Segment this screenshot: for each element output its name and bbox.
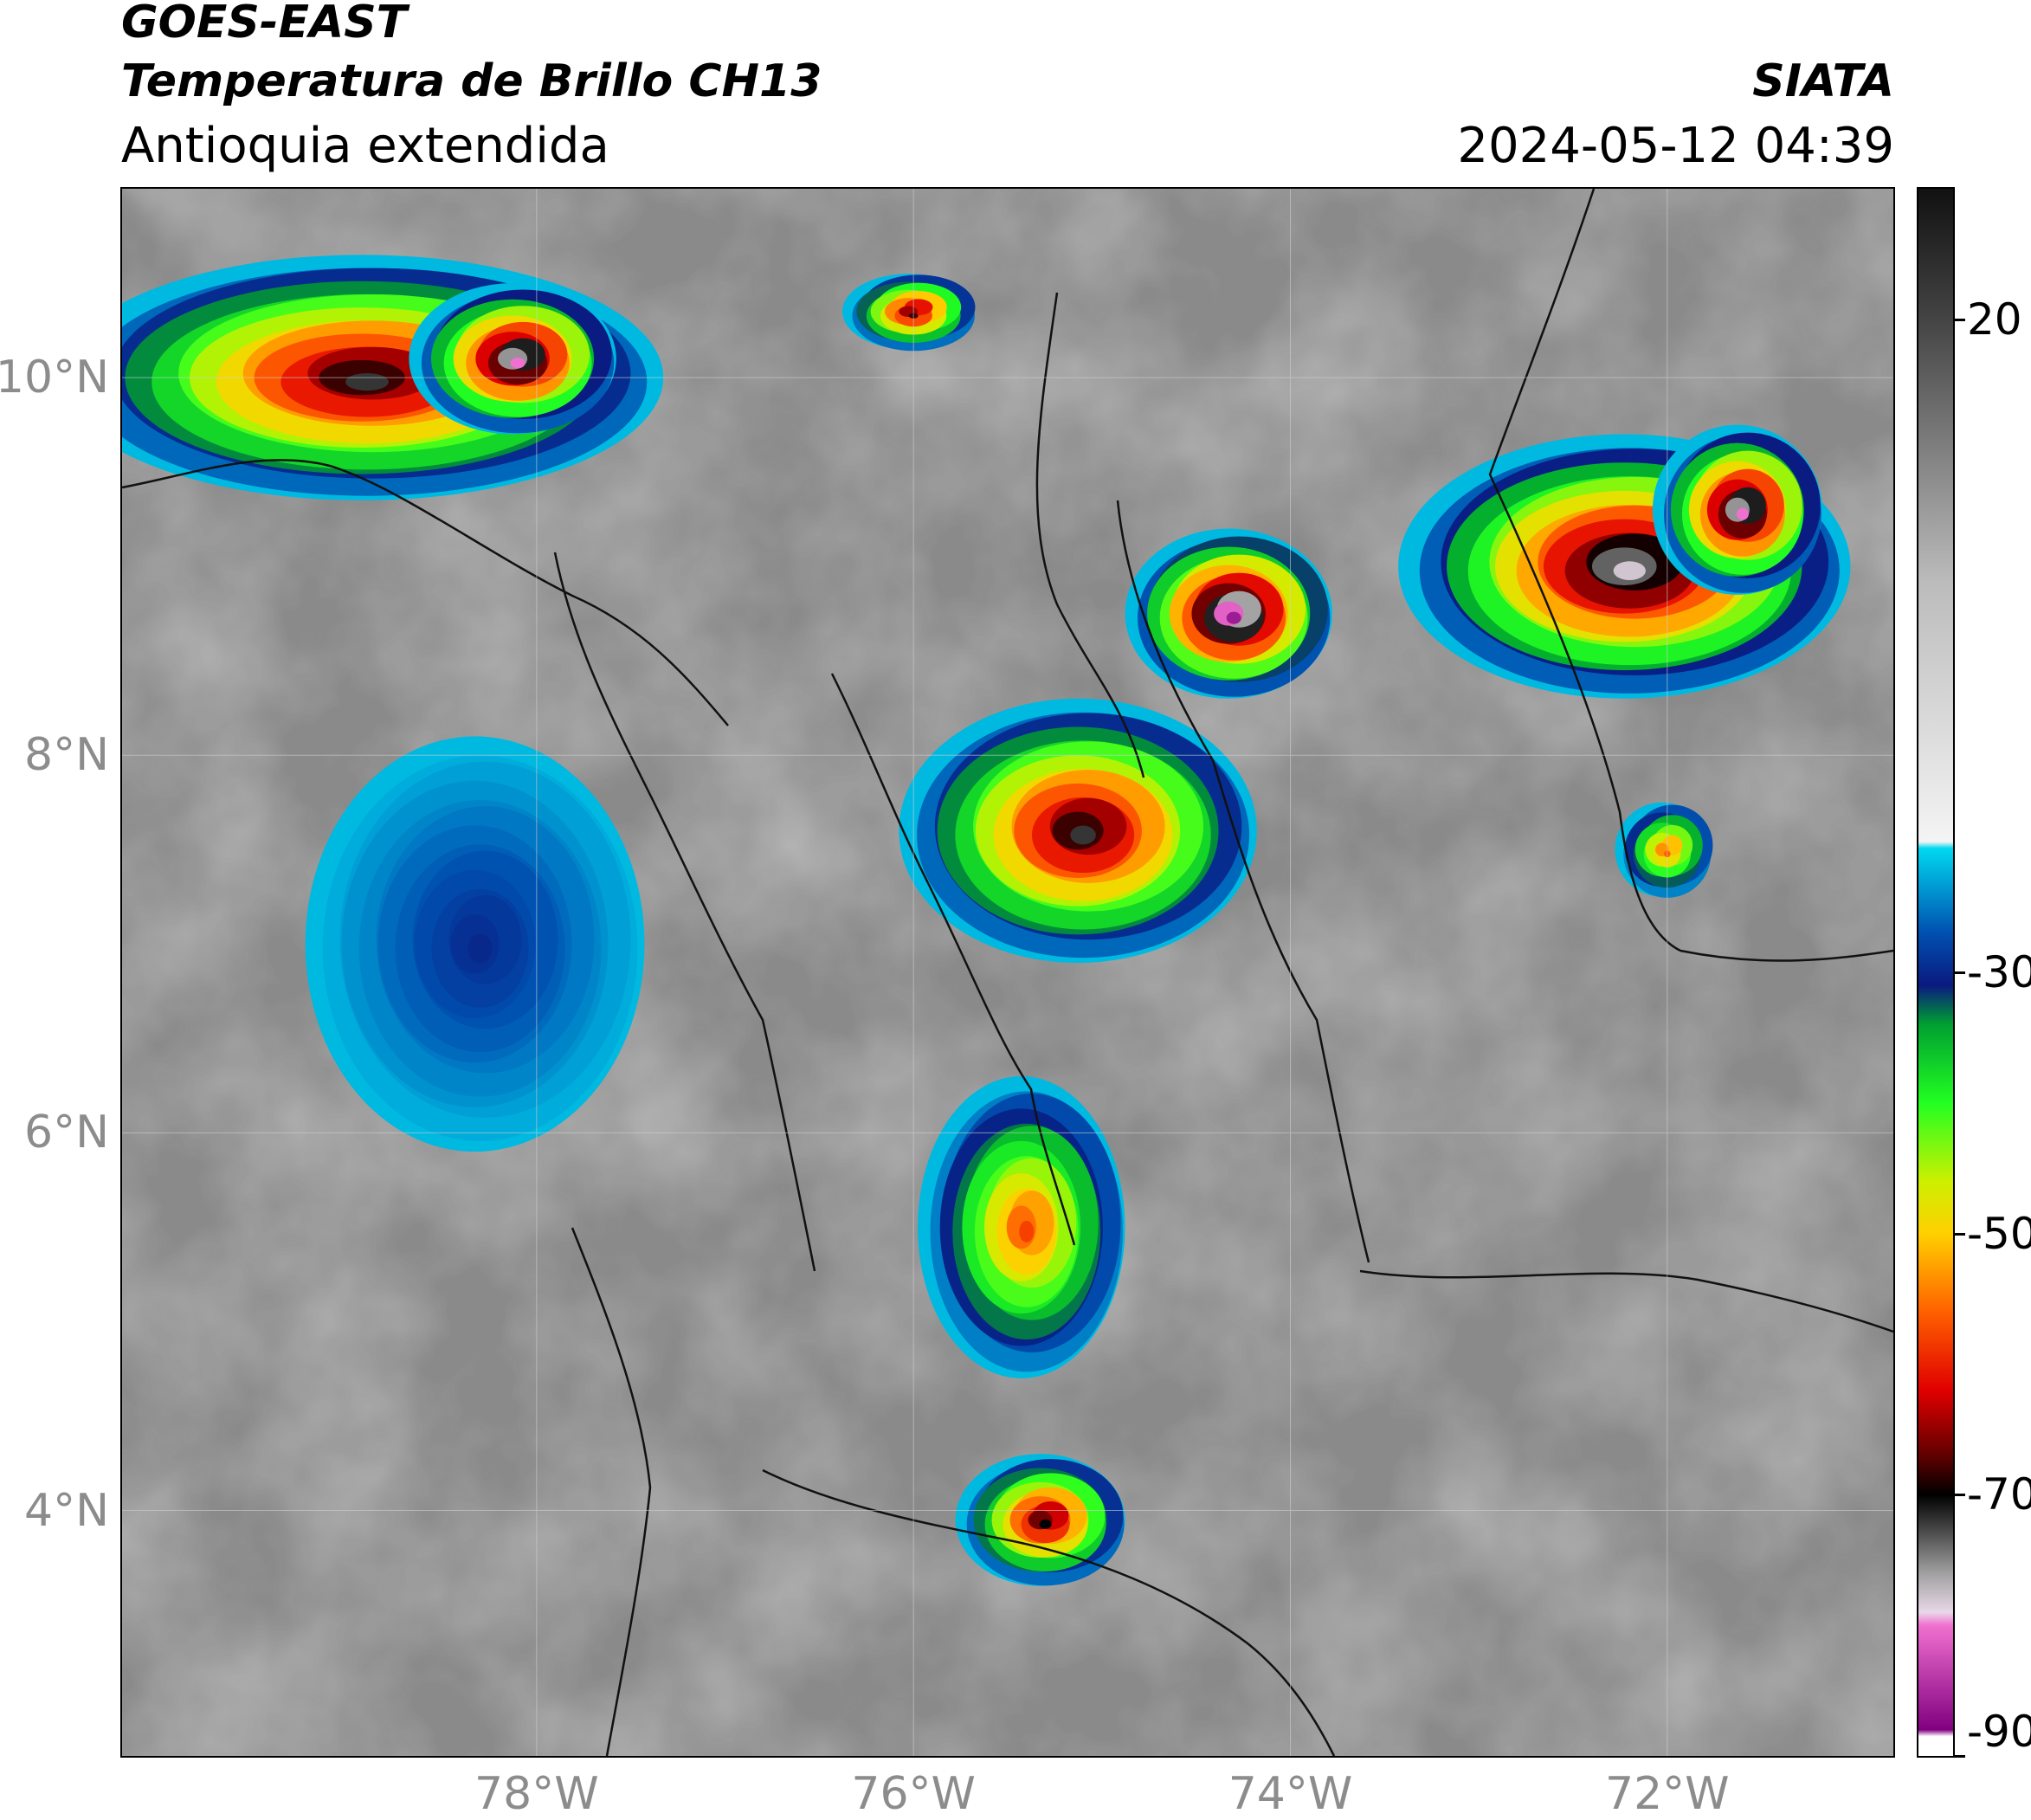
- lat-tick-label-3: 4°N: [24, 1484, 109, 1537]
- cloud-system-magdalena-core: [1125, 528, 1332, 699]
- colorbar-tick-label-0: 20: [1967, 294, 2022, 345]
- product-title: Temperatura de Brillo CH13: [121, 55, 822, 107]
- organization-label: SIATA: [1752, 55, 1894, 107]
- border-east-dept: [1680, 949, 1893, 962]
- satellite-title: GOES-EAST: [121, 0, 408, 48]
- datetime-label: 2024-05-12 04:39: [1457, 118, 1894, 174]
- cloud-system-south-core: [955, 1454, 1125, 1586]
- colorbar-tick-mark-4: [1953, 1755, 1965, 1758]
- lon-tick-label-0: 78°W: [474, 1768, 599, 1820]
- contour-band: [1019, 1220, 1035, 1242]
- lon-tick-label-3: 72°W: [1605, 1768, 1730, 1820]
- satellite-map: [120, 187, 1895, 1758]
- contour-band: [1039, 1519, 1052, 1529]
- lon-tick-label-1: 76°W: [851, 1768, 976, 1820]
- cloud-system-north-small-core: [841, 274, 976, 352]
- contour-band: [1226, 611, 1241, 624]
- border-antioquia: [830, 673, 1076, 1246]
- cloud-system-antioquia-north: [899, 698, 1257, 964]
- map-canvas: [122, 189, 1893, 1756]
- contour-band: [1613, 561, 1646, 581]
- contour-band: [467, 933, 493, 964]
- lat-tick-label-0: 10°N: [0, 352, 109, 404]
- contour-band: [1070, 825, 1096, 845]
- cloud-system-east-small: [1615, 802, 1713, 898]
- border-antioquia-east: [1116, 500, 1370, 1263]
- contour-band: [1736, 507, 1749, 520]
- colorbar-tick-mark-1: [1953, 971, 1965, 974]
- coastline-caribbean: [122, 459, 729, 726]
- region-subtitle: Antioquia extendida: [121, 118, 609, 174]
- colorbar-tick-label-1: -30: [1967, 947, 2031, 997]
- border-south: [762, 1468, 1336, 1756]
- cloud-system-pacific-blue: [305, 736, 645, 1152]
- border-pacific-coast: [571, 1227, 652, 1756]
- lat-tick-label-1: 8°N: [24, 729, 109, 782]
- lon-tick-label-2: 74°W: [1228, 1768, 1353, 1820]
- colorbar-gradient: [1918, 189, 1953, 1756]
- lat-tick-label-2: 6°N: [24, 1107, 109, 1159]
- cloud-system-caribbean-west-core: [409, 283, 616, 435]
- admin-borders: [122, 189, 1893, 1756]
- colorbar-tick-mark-2: [1953, 1232, 1965, 1236]
- border-meta: [1359, 1269, 1893, 1333]
- border-central: [1035, 292, 1145, 778]
- border-panama-colombia: [553, 552, 816, 1272]
- cloud-system-central-south: [918, 1075, 1125, 1378]
- contour-band: [345, 372, 389, 391]
- colorbar-tick-label-2: -50: [1967, 1208, 2031, 1259]
- colorbar-tick-mark-3: [1953, 1494, 1965, 1497]
- colorbar: [1917, 187, 1955, 1758]
- colorbar-tick-label-3: -70: [1967, 1469, 2031, 1520]
- colorbar-tick-mark-0: [1953, 318, 1965, 321]
- border-venezuela: [1488, 189, 1681, 952]
- contour-band: [510, 358, 525, 369]
- gridlines: [122, 189, 1893, 1756]
- cloud-system-east-system-core: [1652, 424, 1822, 595]
- colorbar-tick-label-4: -90: [1967, 1707, 2031, 1757]
